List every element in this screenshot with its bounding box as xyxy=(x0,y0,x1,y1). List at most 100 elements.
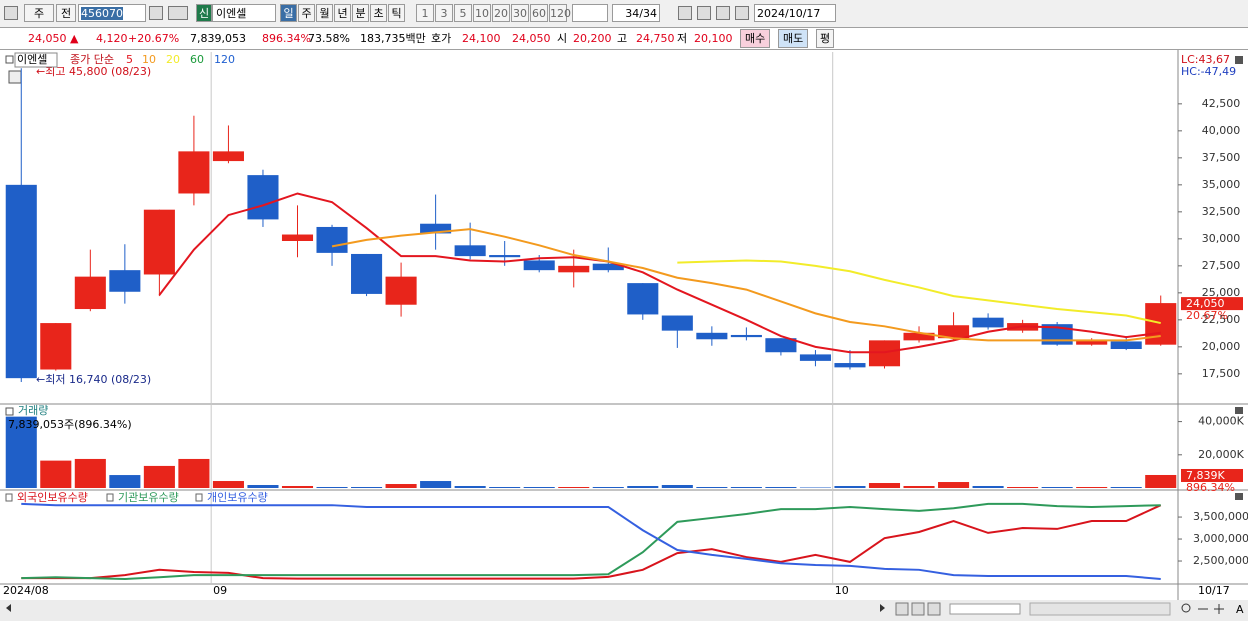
panel-close[interactable] xyxy=(1235,493,1243,500)
volume-bar xyxy=(1076,487,1108,488)
volume-bar xyxy=(420,481,452,488)
candle-body xyxy=(972,317,1004,328)
candle-body xyxy=(903,332,935,341)
volume-bar xyxy=(661,485,693,488)
tool-icons[interactable] xyxy=(1029,602,1171,616)
volume-bar xyxy=(247,485,279,488)
low-annotation: ←최저 16,740 (08/23) xyxy=(36,373,151,386)
volume-bar xyxy=(627,486,659,488)
settings-icon[interactable] xyxy=(735,6,749,20)
new-badge: 신 xyxy=(196,4,212,22)
candle-body xyxy=(696,332,728,340)
volume-bar xyxy=(903,486,935,488)
legend-entry: 120 xyxy=(214,53,235,66)
volume-bar xyxy=(592,487,624,488)
zoom-icon[interactable] xyxy=(1181,603,1191,613)
volume-bar xyxy=(5,416,37,488)
candle-body xyxy=(109,270,141,292)
tool-icon[interactable] xyxy=(678,6,692,20)
panel-close[interactable] xyxy=(1235,407,1243,414)
x-end-label: 10/17 xyxy=(1198,584,1230,597)
date-input[interactable]: 2024/10/17 xyxy=(754,4,836,22)
change: 4,120 xyxy=(96,32,128,45)
volume-bar xyxy=(972,486,1004,488)
save-icon[interactable] xyxy=(716,6,730,20)
candle-body xyxy=(5,184,37,379)
period-button[interactable]: 월 xyxy=(316,4,333,22)
interval-button[interactable]: 3 xyxy=(435,4,453,22)
stock-name[interactable]: 이엔셀 xyxy=(212,4,276,22)
x-tick-label: 2024/08 xyxy=(3,584,49,597)
zoom-slider[interactable] xyxy=(949,603,1021,615)
period-button[interactable]: 주 xyxy=(298,4,315,22)
code-input[interactable]: 456070 xyxy=(78,4,146,22)
buy-button[interactable]: 매수 xyxy=(740,29,771,48)
legend-icon xyxy=(5,55,14,64)
ask: 24,100 xyxy=(462,32,501,45)
candle-body xyxy=(489,255,521,258)
candle-body xyxy=(178,151,210,194)
avg-button[interactable]: 평 xyxy=(816,29,835,48)
interval-button[interactable]: 60 xyxy=(530,4,548,22)
legend-entry: 외국인보유수량 xyxy=(17,491,88,504)
period-button[interactable]: 일 xyxy=(280,4,297,22)
period-button[interactable]: 틱 xyxy=(388,4,405,22)
tool-icon[interactable] xyxy=(697,6,711,20)
volume: 7,839,053 xyxy=(190,32,246,45)
y-tick-label: 27,500 xyxy=(1202,259,1241,272)
candle-body xyxy=(558,265,590,273)
hc-label: HC:-47,49 xyxy=(1181,65,1236,78)
axis-bg xyxy=(1178,50,1248,600)
calendar-icon[interactable] xyxy=(8,70,22,84)
price: 24,050 ▲ xyxy=(28,32,79,45)
candle-body xyxy=(385,276,417,305)
y-tick-label: 40,000K xyxy=(1198,415,1244,428)
period-button[interactable]: 년 xyxy=(334,4,351,22)
period-button[interactable]: 초 xyxy=(370,4,387,22)
prev-button[interactable]: 전 xyxy=(56,4,76,22)
interval-button[interactable]: 20 xyxy=(492,4,510,22)
volume-bar xyxy=(143,465,175,488)
sound-icon[interactable] xyxy=(168,6,188,20)
sell-button[interactable]: 매도 xyxy=(778,29,809,48)
interval-button[interactable]: 5 xyxy=(454,4,472,22)
y-tick-label: 30,000 xyxy=(1202,232,1241,245)
interval-button[interactable]: 1 xyxy=(416,4,434,22)
y-tick-label: 2,500,000 xyxy=(1193,554,1248,567)
rate: +20.67% xyxy=(128,32,180,45)
search-icon[interactable] xyxy=(149,6,163,20)
volume-bar xyxy=(696,487,728,488)
candle-body xyxy=(799,354,831,361)
panel-close[interactable] xyxy=(1235,56,1243,64)
market-select[interactable]: 주 xyxy=(24,4,54,22)
font-button[interactable]: A xyxy=(1236,603,1244,616)
first-button[interactable] xyxy=(895,602,909,616)
period-button[interactable]: 분 xyxy=(352,4,369,22)
last-button[interactable] xyxy=(927,602,941,616)
y-tick-label: 32,500 xyxy=(1202,205,1241,218)
stop-button[interactable] xyxy=(911,602,925,616)
volume-bar xyxy=(109,475,141,488)
candle-body xyxy=(938,325,970,339)
legend-title: 이엔셀 xyxy=(17,53,47,66)
legend-entry: 60 xyxy=(190,53,204,66)
price-tag xyxy=(1181,297,1243,311)
count-total: /34 xyxy=(639,7,657,20)
candle-body xyxy=(316,226,348,253)
interval-button[interactable]: 120 xyxy=(549,4,571,22)
interval-button[interactable]: 10 xyxy=(473,4,491,22)
candle-body xyxy=(627,283,659,315)
candle-body xyxy=(40,323,72,370)
menu-icon[interactable] xyxy=(4,6,18,20)
price-tag-label: 24,050 xyxy=(1186,297,1225,310)
y-tick-label: 42,500 xyxy=(1202,97,1241,110)
scroll-right[interactable] xyxy=(880,604,885,612)
legend-entry: 5 xyxy=(126,53,133,66)
count-input[interactable]: 34/34 xyxy=(612,4,660,22)
candle-body xyxy=(420,223,452,234)
interval-dropdown[interactable] xyxy=(572,4,608,22)
volume-bar xyxy=(74,458,106,488)
interval-button[interactable]: 30 xyxy=(511,4,529,22)
candle-body xyxy=(212,151,244,162)
scroll-left[interactable] xyxy=(6,604,11,612)
